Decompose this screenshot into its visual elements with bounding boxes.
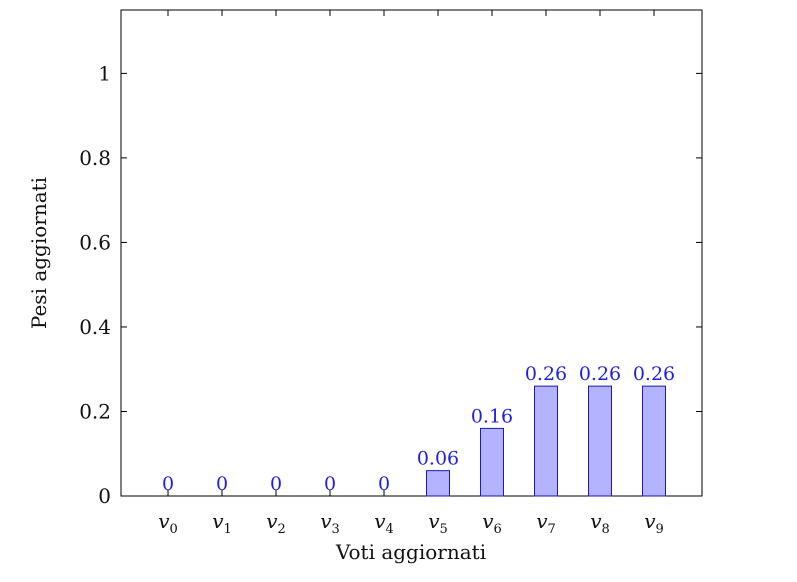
- bar-v6: [480, 427, 504, 497]
- data-label-v8: 0.26: [579, 363, 621, 385]
- data-label-v6: 0.16: [471, 405, 513, 427]
- x-tick-label-v2: v2: [266, 509, 286, 537]
- y-tick-label: 1: [98, 61, 111, 85]
- axis-ticks: [121, 10, 702, 497]
- bars: [426, 385, 666, 497]
- data-label-v5: 0.06: [417, 448, 459, 470]
- x-tick-label-v8: v8: [590, 509, 610, 537]
- y-tick-label: 0.4: [79, 315, 111, 339]
- y-tick-label: 0.8: [79, 146, 111, 170]
- x-tick-label-v4: v4: [374, 509, 394, 537]
- x-tick-labels: v0 v1 v2 v3 v4 v5 v6 v7 v8 v9: [158, 509, 664, 537]
- data-label-v0: 0: [162, 473, 174, 495]
- x-axis-title: Voti aggiornati: [335, 540, 486, 564]
- data-label-v4: 0: [378, 473, 390, 495]
- data-label-v7: 0.26: [525, 363, 567, 385]
- y-tick-label: 0.2: [79, 399, 111, 423]
- data-label-v3: 0: [324, 473, 336, 495]
- x-tick-label-v5: v5: [428, 509, 448, 537]
- bar-v8: [588, 385, 612, 497]
- plot-frame: [120, 9, 703, 497]
- data-label-v1: 0: [216, 473, 228, 495]
- bar-v9: [642, 385, 666, 497]
- bar-v5: [426, 470, 450, 497]
- data-labels: 0 0 0 0 0 0.06 0.16 0.26 0.26 0.26: [162, 363, 675, 495]
- bar-v7: [534, 385, 558, 497]
- x-tick-label-v6: v6: [482, 509, 502, 537]
- x-tick-label-v1: v1: [212, 509, 232, 537]
- y-axis-title: Pesi aggiornati: [27, 177, 51, 329]
- y-tick-label: 0: [98, 484, 111, 508]
- x-tick-label-v7: v7: [536, 509, 556, 537]
- data-label-v2: 0: [270, 473, 282, 495]
- data-label-v9: 0.26: [633, 363, 675, 385]
- x-tick-label-v3: v3: [320, 509, 340, 537]
- x-tick-label-v9: v9: [644, 509, 664, 537]
- y-tick-label: 0.6: [79, 230, 111, 254]
- x-tick-label-v0: v0: [158, 509, 178, 537]
- y-tick-labels: 0 0.2 0.4 0.6 0.8 1: [79, 61, 111, 508]
